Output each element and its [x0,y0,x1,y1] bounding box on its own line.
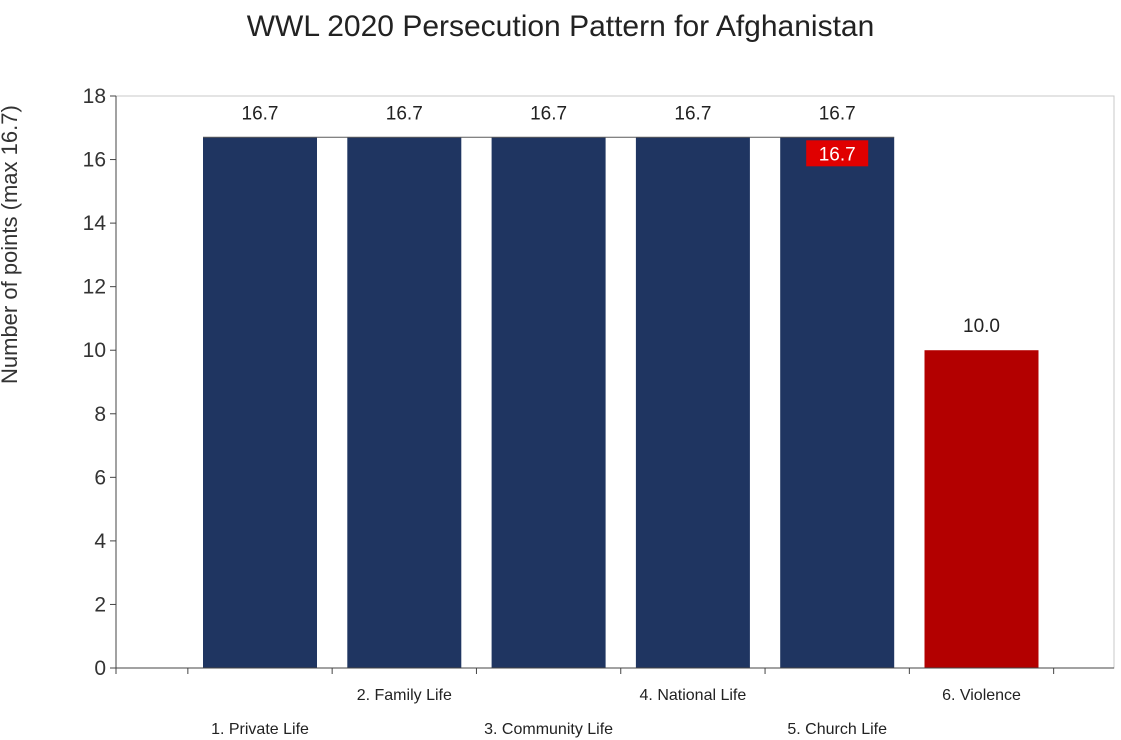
y-tick-label: 6 [94,466,106,489]
bar-value-label: 16.7 [819,103,856,124]
bar-value-label: 16.7 [674,103,711,124]
x-tick-label: 6. Violence [942,687,1021,704]
y-tick-label: 0 [94,657,106,680]
average-badge [806,140,869,167]
y-tick-label: 16 [83,149,106,172]
axes: 0 2 4 6 8 10 12 14 16 18 1. Private Life 2. Family … [83,85,1114,738]
bar [203,137,317,669]
bar [347,137,462,669]
y-tick-label: 12 [83,276,106,299]
bars [203,136,1039,669]
y-tick-label: 2 [94,593,106,616]
x-tick-label: 4. National Life [640,687,747,704]
bar-value-label: 16.7 [530,103,567,124]
chart-title: WWL 2020 Persecution Pattern for Afghani… [246,10,875,43]
data-labels: 16.7 16.7 16.7 16.7 16.7 10.0 16.7 [242,103,1000,337]
average-badge-label: 16.7 [819,144,856,165]
bar-value-label: 16.7 [386,103,423,124]
y-tick-label: 18 [83,85,106,108]
x-tick-label: 3. Community Life [484,721,613,738]
x-tick-label: 2. Family Life [357,687,452,704]
y-tick-label: 8 [94,403,106,426]
y-tick-label: 4 [94,530,106,553]
y-tick-label: 14 [83,212,107,235]
bar [491,137,606,669]
bar-value-label: 10.0 [963,316,1000,337]
bar [780,137,895,669]
y-tick-label: 10 [83,339,106,362]
bar [924,350,1039,668]
bar [635,137,750,669]
x-tick-label: 1. Private Life [211,721,309,738]
x-tick-label: 5. Church Life [787,721,887,738]
bar-value-label: 16.7 [242,103,279,124]
